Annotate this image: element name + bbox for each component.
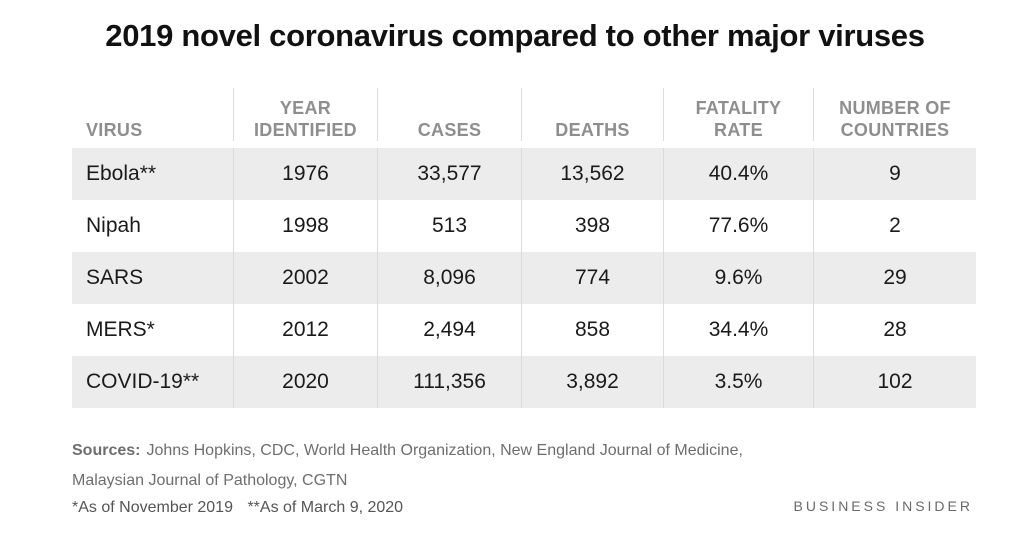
table-cell: 77.6%	[664, 200, 814, 252]
table-cell: 29	[883, 266, 907, 289]
virus-name-cell: COVID-19**	[72, 356, 234, 408]
virus-name-cell: SARS	[72, 252, 234, 304]
table-cell: 774	[522, 252, 664, 304]
table-cell: 1998	[234, 200, 378, 252]
column-header-1: YEAR IDENTIFIED	[234, 88, 378, 141]
column-header-0: VIRUS	[72, 88, 234, 141]
sources-line-2: Malaysian Journal of Pathology, CGTN	[72, 472, 348, 489]
table-row: SARS 2002 8,096 774 9.6% 29	[72, 252, 976, 304]
table-cell: 398	[522, 200, 664, 252]
table-cell: 1976	[234, 148, 378, 200]
virus-name-cell: Ebola**	[72, 148, 234, 200]
footnotes: *As of November 2019 **As of March 9, 20…	[72, 499, 403, 517]
table-cell: 40.4%	[664, 148, 814, 200]
table-row: Nipah 1998 513 398 77.6% 2	[72, 200, 976, 252]
table-cell: 2	[889, 214, 901, 237]
column-header-line: RATE	[714, 120, 763, 140]
virus-name-cell: MERS*	[72, 304, 234, 356]
table-row: COVID-19** 2020 111,356 3,892 3.5% 102	[72, 356, 976, 408]
table-cell: 3,892	[522, 356, 664, 408]
sources-note: Sources: Johns Hopkins, CDC, World Health…	[72, 436, 972, 496]
virus-comparison-table: VIRUS YEAR IDENTIFIED CASES DEATHS FATALITY RA…	[72, 88, 976, 408]
table-cell: 2020	[234, 356, 378, 408]
column-header-line: FATALITY	[695, 98, 782, 118]
table-cell: 28	[883, 318, 907, 341]
table-cell: 858	[522, 304, 664, 356]
table-cell: 8,096	[378, 252, 522, 304]
column-header-line: DEATHS	[555, 120, 630, 140]
column-header-line: VIRUS	[86, 120, 143, 140]
sources-label: Sources:	[72, 442, 141, 459]
column-header-5: NUMBER OF COUNTRIES	[814, 88, 976, 141]
column-header-2: CASES	[378, 88, 522, 141]
footnote-double-asterisk: **As of March 9, 2020	[247, 499, 404, 516]
brand-logo-text: BUSINESS INSIDER	[793, 498, 973, 514]
table-cell: 2012	[234, 304, 378, 356]
column-header-line: IDENTIFIED	[253, 120, 357, 140]
table-row: MERS* 2012 2,494 858 34.4% 28	[72, 304, 976, 356]
column-header-line: NUMBER OF	[839, 98, 951, 118]
table-row: Ebola** 1976 33,577 13,562 40.4% 9	[72, 148, 976, 200]
table-cell: 513	[378, 200, 522, 252]
table-header-row: VIRUS YEAR IDENTIFIED CASES DEATHS FATALITY RA…	[72, 88, 976, 148]
virus-name-cell: Nipah	[72, 200, 234, 252]
table-cell: 2,494	[378, 304, 522, 356]
column-header-line: CASES	[417, 120, 482, 140]
table-cell: 13,562	[522, 148, 664, 200]
column-header-3: DEATHS	[522, 88, 664, 141]
table-cell: 9.6%	[664, 252, 814, 304]
table-cell: 9	[889, 162, 901, 185]
column-header-4: FATALITY RATE	[664, 88, 814, 141]
table-cell: 102	[877, 370, 913, 393]
sources-line-1: Johns Hopkins, CDC, World Health Organiz…	[146, 442, 743, 459]
footnote-single-asterisk: *As of November 2019	[72, 499, 233, 516]
table-cell: 2002	[234, 252, 378, 304]
table-cell: 33,577	[378, 148, 522, 200]
table-cell: 111,356	[378, 356, 522, 408]
column-header-line: YEAR	[279, 98, 332, 118]
table-body: Ebola** 1976 33,577 13,562 40.4% 9 Nipah 1998 51…	[72, 148, 976, 408]
chart-title: 2019 novel coronavirus compared to other…	[105, 18, 925, 53]
table-cell: 3.5%	[664, 356, 814, 408]
column-header-line: COUNTRIES	[840, 120, 950, 140]
table-cell: 34.4%	[664, 304, 814, 356]
